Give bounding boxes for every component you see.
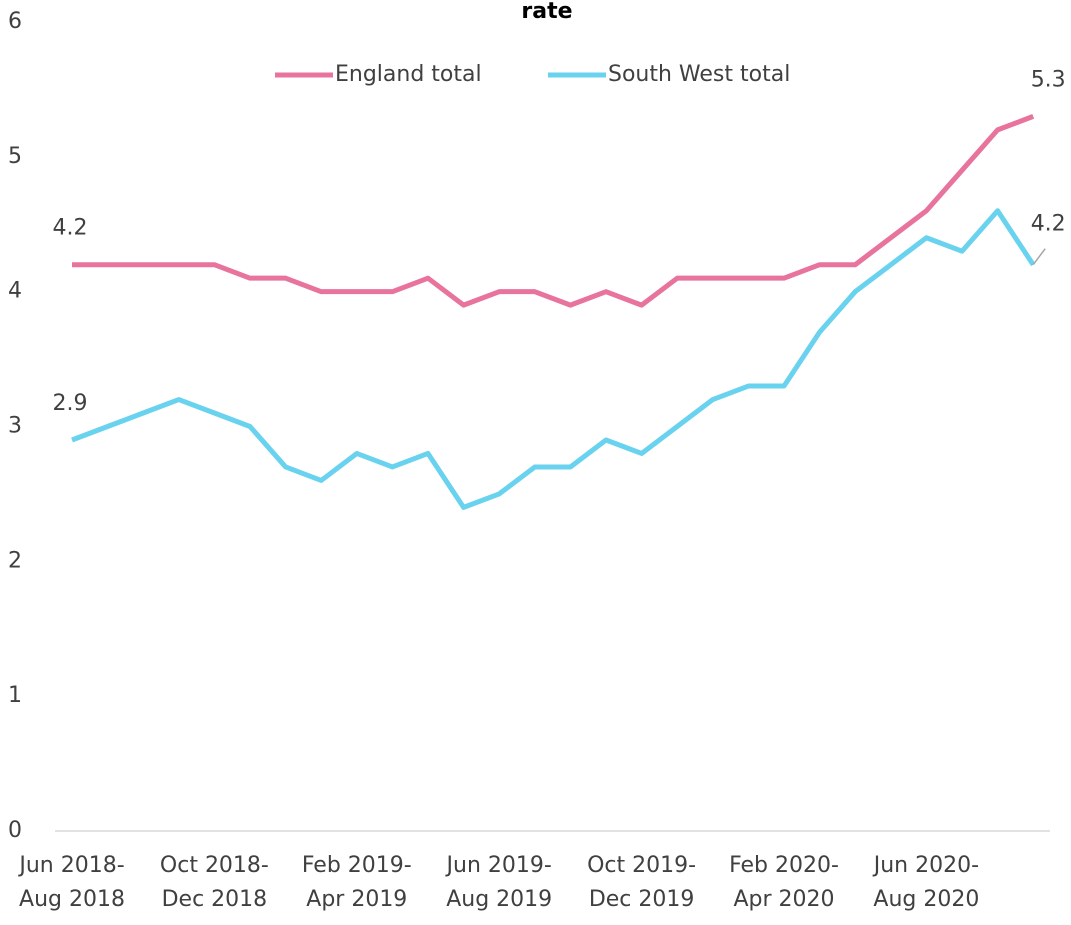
y-tick-label: 0 [8,818,22,843]
y-tick-label: 6 [8,9,22,34]
series-line [72,114,1035,308]
legend-label: South West total [608,62,790,87]
legend-label: England total [335,62,482,87]
chart-title: rate [521,0,572,24]
series-line [71,208,1036,510]
data-label: 5.3 [1031,67,1066,92]
x-tick-label: Feb 2019-Apr 2019 [302,853,412,912]
x-tick-label: Feb 2020-Apr 2020 [729,853,839,912]
x-tick-label: Jun 2020-Aug 2020 [872,853,980,912]
y-tick-label: 4 [8,279,22,304]
y-tick-label: 2 [8,548,22,573]
data-label: 4.2 [53,216,88,241]
y-tick-label: 1 [8,683,22,708]
y-tick-label: 3 [8,414,22,439]
x-tick-label: Oct 2019-Dec 2019 [587,853,696,912]
x-tick-label: Oct 2018-Dec 2018 [160,853,269,912]
x-tick-label: Jun 2018-Aug 2018 [17,853,125,912]
y-tick-label: 5 [8,144,22,169]
x-tick-label: Jun 2019-Aug 2019 [445,853,553,912]
data-label: 2.9 [53,391,88,416]
leader-line [1032,248,1046,266]
data-label: 4.2 [1031,212,1066,237]
